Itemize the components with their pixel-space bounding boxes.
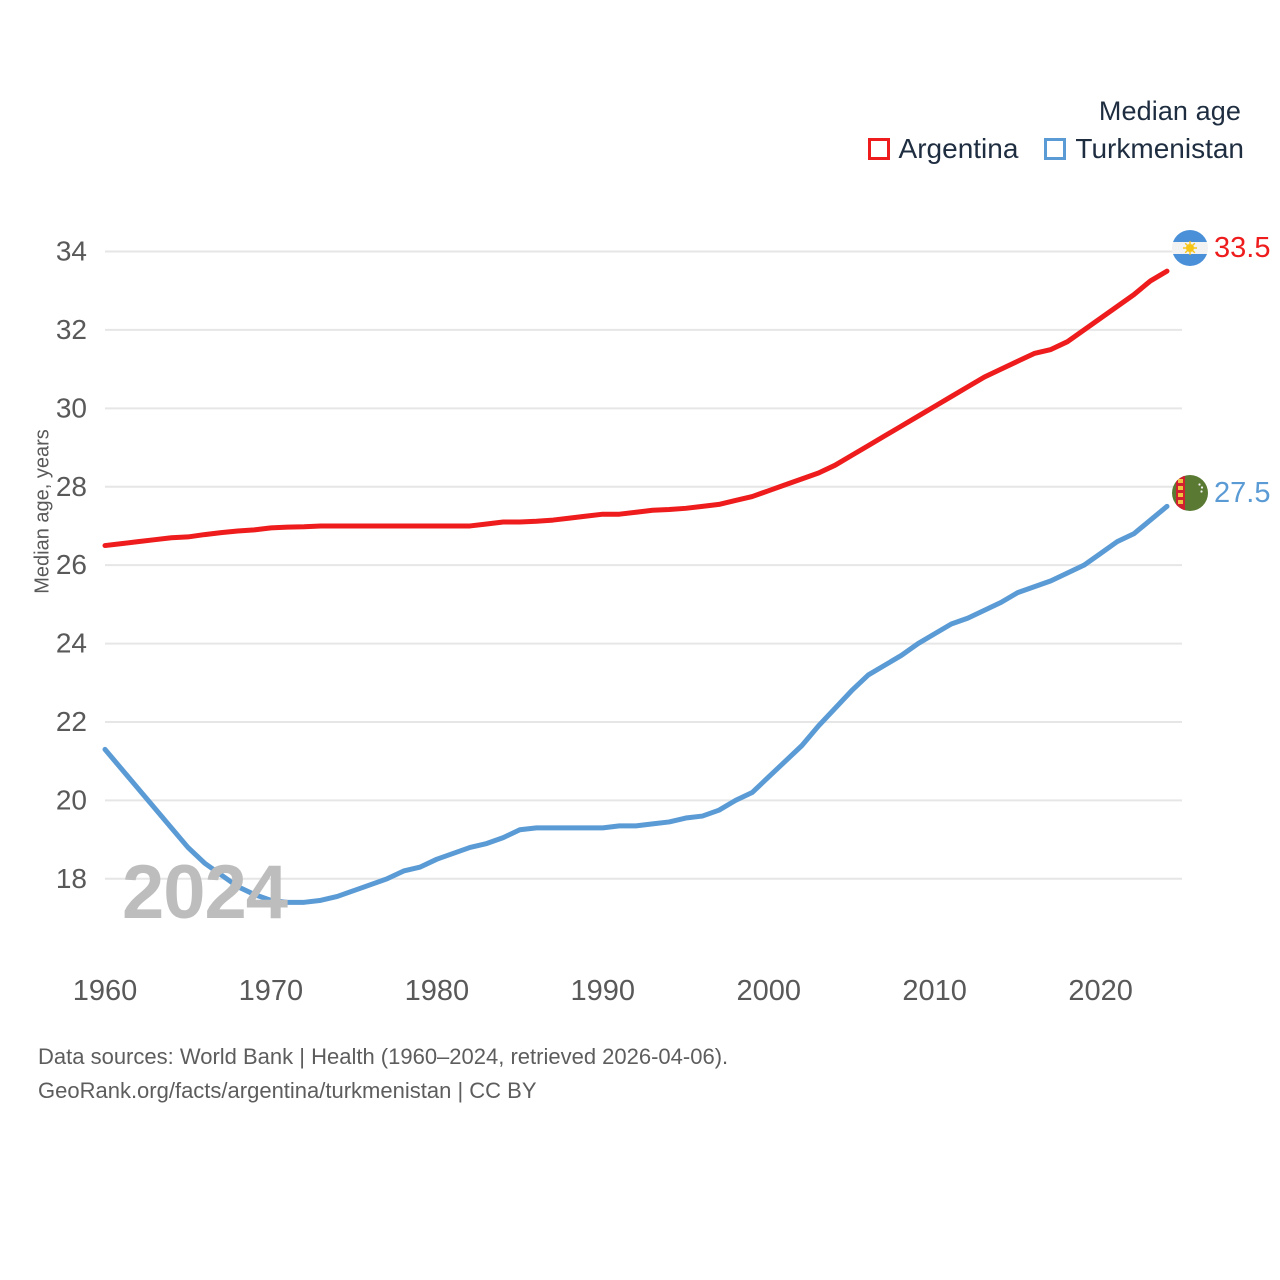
series-line-argentina (102, 268, 1170, 549)
turkmenistan-flag-icon (1172, 475, 1208, 511)
endpoint-turkmenistan[interactable]: 27.5 (1172, 475, 1270, 511)
chart-footer: Data sources: World Bank | Health (1960–… (38, 1040, 728, 1108)
y-tick-label: 24 (56, 628, 87, 659)
legend-title: Median age (1098, 96, 1241, 126)
chart-legend: Median age Argentina Turkmenistan (867, 96, 1244, 165)
footer-attribution[interactable]: GeoRank.org/facts/argentina/turkmenistan… (38, 1078, 537, 1104)
legend-label-turkmenistan: Turkmenistan (1075, 133, 1244, 165)
endpoint-value-argentina: 33.5 (1214, 231, 1271, 264)
legend-entry-argentina[interactable]: Argentina (867, 133, 1019, 165)
x-tick-label: 2010 (902, 975, 967, 1007)
y-tick-label: 30 (56, 392, 87, 423)
x-tick-label: 2020 (1068, 975, 1133, 1007)
y-tick-label: 22 (56, 706, 87, 737)
legend-swatch-argentina (867, 138, 890, 161)
footer-data-sources: Data sources: World Bank | Health (1960–… (38, 1044, 729, 1069)
y-tick-label: 20 (56, 784, 87, 815)
x-tick-label: 1960 (73, 975, 138, 1007)
endpoint-value-turkmenistan: 27.5 (1214, 476, 1271, 509)
y-tick-label: 32 (56, 314, 87, 345)
x-tick-label: 1990 (571, 975, 636, 1007)
y-tick-label: 28 (56, 471, 87, 502)
y-tick-label: 34 (56, 236, 87, 267)
x-tick-label: 1980 (405, 975, 470, 1007)
x-tick-label: 2000 (736, 975, 801, 1007)
y-axis-title: Median age, years (31, 429, 54, 594)
endpoint-argentina[interactable]: 33.5 (1172, 230, 1270, 266)
y-tick-label: 26 (56, 549, 87, 580)
legend-entries: Argentina Turkmenistan (867, 133, 1244, 165)
legend-label-argentina: Argentina (898, 133, 1019, 165)
year-watermark: 2024 (122, 850, 288, 935)
x-tick-label: 1970 (239, 975, 304, 1007)
legend-swatch-turkmenistan (1044, 138, 1067, 161)
argentina-flag-icon (1172, 230, 1208, 266)
legend-entry-turkmenistan[interactable]: Turkmenistan (1044, 135, 1244, 163)
series-line-turkmenistan (102, 503, 1170, 905)
y-tick-label: 18 (56, 863, 87, 894)
